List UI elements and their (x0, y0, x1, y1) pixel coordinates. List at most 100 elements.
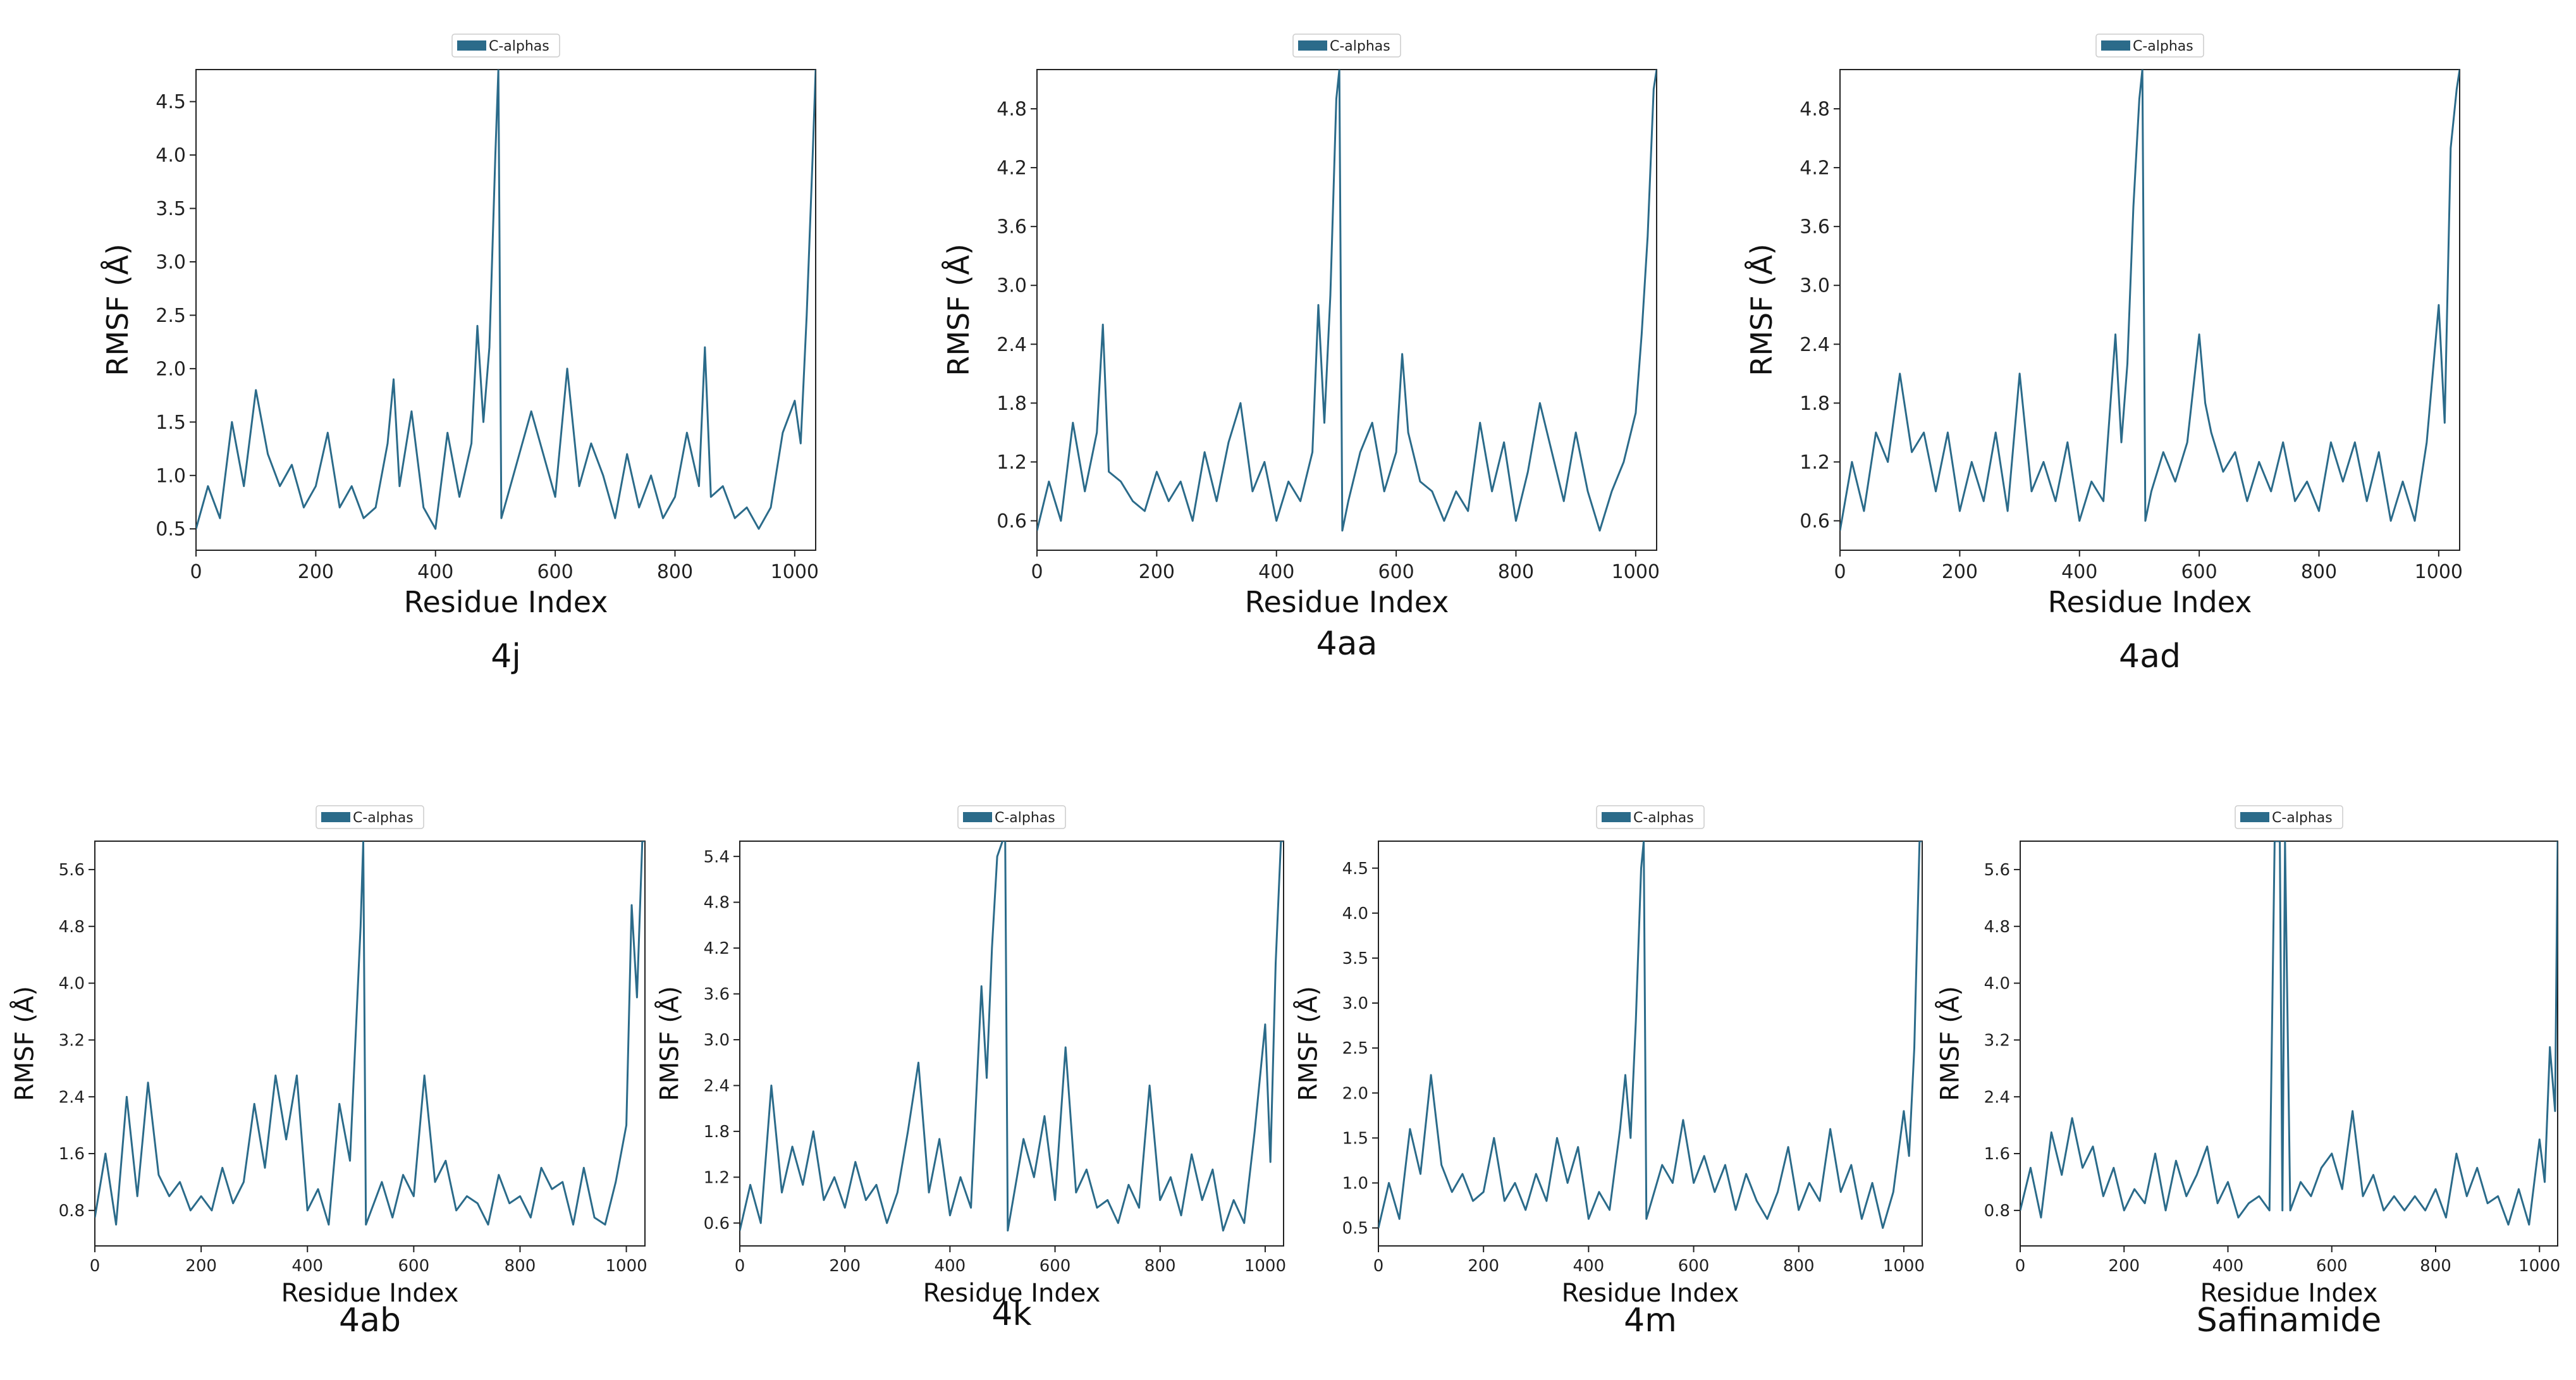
x-tick-label: 200 (1468, 1257, 1499, 1276)
y-tick-label: 1.2 (704, 1168, 730, 1187)
x-tick-label: 800 (657, 561, 693, 583)
y-tick-label: 4.0 (59, 975, 85, 994)
y-tick-label: 3.6 (704, 985, 730, 1004)
chart-svg-4m: 0 200 400 600 800 1000 0.5 1.0 1.5 2.0 2.5 3.0 3.5 4.… (1292, 805, 1925, 1308)
y-tick-label: 1.2 (1800, 452, 1830, 474)
y-axis-label: RMSF (Å) (101, 243, 135, 376)
y-tick-label: 1.5 (1342, 1129, 1368, 1148)
x-tick-label: 800 (505, 1257, 536, 1276)
x-tick-label: 0 (1834, 561, 1846, 583)
chart-svg-4j: 0 200 400 600 800 1000 0.5 1.0 1.5 2.0 2.5 3.0 3.5 4.… (101, 34, 819, 619)
chart-caption: 4k (991, 1295, 1032, 1333)
x-tick-label: 200 (1139, 561, 1175, 583)
x-tick-label: 800 (1783, 1257, 1815, 1276)
legend-swatch (457, 40, 486, 51)
plot-frame (1378, 841, 1923, 1247)
y-tick-label: 2.0 (156, 358, 186, 380)
chart-caption: Safinamide (2196, 1302, 2382, 1340)
legend-box (316, 805, 424, 829)
x-tick-label: 400 (2212, 1257, 2244, 1276)
x-tick-label: 0 (2015, 1257, 2026, 1276)
chart-svg-4ab: 0 200 400 600 800 1000 0.8 1.6 2.4 3.2 4.0 4.8 5.6 Re… (9, 805, 647, 1308)
y-tick-label: 2.5 (1342, 1039, 1368, 1058)
y-tick-label: 2.5 (156, 305, 186, 327)
y-tick-label: 1.8 (704, 1123, 730, 1142)
x-tick-label: 1000 (1883, 1257, 1925, 1276)
legend-swatch (1298, 40, 1327, 51)
y-tick-label: 0.6 (1800, 510, 1830, 533)
plot-frame (94, 841, 646, 1247)
x-axis-label: Residue Index (404, 585, 608, 619)
y-tick-label: 3.5 (1342, 949, 1368, 968)
y-tick-label: 4.8 (1800, 99, 1830, 121)
legend-box (957, 805, 1066, 829)
y-tick-label: 3.0 (997, 275, 1027, 297)
x-tick-label: 600 (2316, 1257, 2348, 1276)
y-tick-label: 4.5 (1342, 859, 1368, 878)
x-axis-label: Residue Index (281, 1279, 459, 1308)
x-axis-label: Residue Index (2048, 585, 2252, 619)
y-tick-label: 4.2 (997, 157, 1027, 180)
x-tick-label: 600 (1678, 1257, 1710, 1276)
series-line-c-alphas (196, 70, 816, 530)
x-tick-label: 400 (1258, 561, 1294, 583)
x-tick-label: 400 (291, 1257, 323, 1276)
x-tick-label: 800 (2420, 1257, 2451, 1276)
x-axis-label: Residue Index (1562, 1279, 1739, 1308)
x-tick-label: 0 (735, 1257, 745, 1276)
y-axis-label: RMSF (Å) (941, 243, 976, 376)
y-tick-label: 1.0 (1342, 1174, 1368, 1193)
x-tick-label: 400 (935, 1257, 966, 1276)
chart-panel-4ab: 0 200 400 600 800 1000 0.8 1.6 2.4 3.2 4.0 4.8 5.6 Re… (9, 794, 664, 1340)
series-line-c-alphas (740, 841, 1284, 1232)
chart-panel-4ad: 0 200 400 600 800 1000 0.6 1.2 1.8 2.4 3.0 3.6 4.2 4.… (1720, 19, 2479, 675)
y-tick-label: 1.0 (156, 465, 186, 487)
chart-panel-safinamide: 0 200 400 600 800 1000 0.8 1.6 2.4 3.2 4.0 4.8 5.6 Re… (1934, 794, 2567, 1340)
x-tick-label: 400 (2061, 561, 2097, 583)
series-line-c-alphas (2020, 841, 2558, 1226)
y-tick-label: 3.6 (997, 216, 1027, 238)
x-tick-label: 1000 (2415, 561, 2463, 583)
y-tick-label: 1.5 (156, 412, 186, 434)
y-tick-label: 2.4 (704, 1077, 730, 1096)
y-tick-label: 1.8 (997, 393, 1027, 415)
y-tick-label: 4.0 (156, 145, 186, 167)
x-tick-label: 200 (2108, 1257, 2140, 1276)
plot-frame (195, 69, 816, 551)
chart-caption: 4ab (339, 1302, 401, 1340)
y-tick-label: 1.8 (1800, 393, 1830, 415)
chart-svg-safinamide: 0 200 400 600 800 1000 0.8 1.6 2.4 3.2 4.0 4.8 5.6 Re… (1934, 805, 2560, 1308)
y-tick-label: 3.2 (1984, 1031, 2010, 1050)
legend-box (1292, 34, 1401, 58)
y-axis-label: RMSF (Å) (1745, 243, 1779, 376)
legend-label: C-alphas (2272, 810, 2333, 826)
x-tick-label: 1000 (1244, 1257, 1286, 1276)
legend-swatch (2240, 812, 2269, 822)
x-tick-label: 0 (90, 1257, 101, 1276)
x-axis-label: Residue Index (1245, 585, 1449, 619)
y-tick-label: 0.5 (156, 519, 186, 541)
x-tick-label: 200 (829, 1257, 861, 1276)
y-axis-label: RMSF (Å) (1934, 986, 1965, 1101)
y-tick-label: 3.2 (59, 1031, 85, 1050)
y-tick-label: 2.4 (59, 1088, 85, 1107)
legend-label: C-alphas (489, 39, 549, 54)
y-tick-label: 2.4 (1984, 1088, 2010, 1107)
y-tick-label: 4.0 (1342, 904, 1368, 923)
chart-panel-4aa: 0 200 400 600 800 1000 0.6 1.2 1.8 2.4 3.0 3.6 4.2 4.… (917, 19, 1676, 663)
y-tick-label: 1.2 (997, 452, 1027, 474)
y-tick-label: 0.5 (1342, 1219, 1368, 1238)
legend-label: C-alphas (2133, 39, 2193, 54)
y-tick-label: 4.5 (156, 91, 186, 113)
y-tick-label: 0.6 (704, 1214, 730, 1233)
y-tick-label: 1.6 (59, 1145, 85, 1164)
x-tick-label: 1000 (771, 561, 819, 583)
x-tick-label: 200 (185, 1257, 217, 1276)
chart-caption: 4m (1624, 1302, 1677, 1340)
chart-caption: 4aa (1316, 625, 1378, 663)
y-tick-label: 1.6 (1984, 1145, 2010, 1164)
series-line-c-alphas (1037, 70, 1657, 532)
y-tick-label: 5.4 (704, 847, 730, 866)
y-tick-label: 4.8 (704, 894, 730, 913)
y-tick-label: 0.8 (1984, 1202, 2010, 1221)
